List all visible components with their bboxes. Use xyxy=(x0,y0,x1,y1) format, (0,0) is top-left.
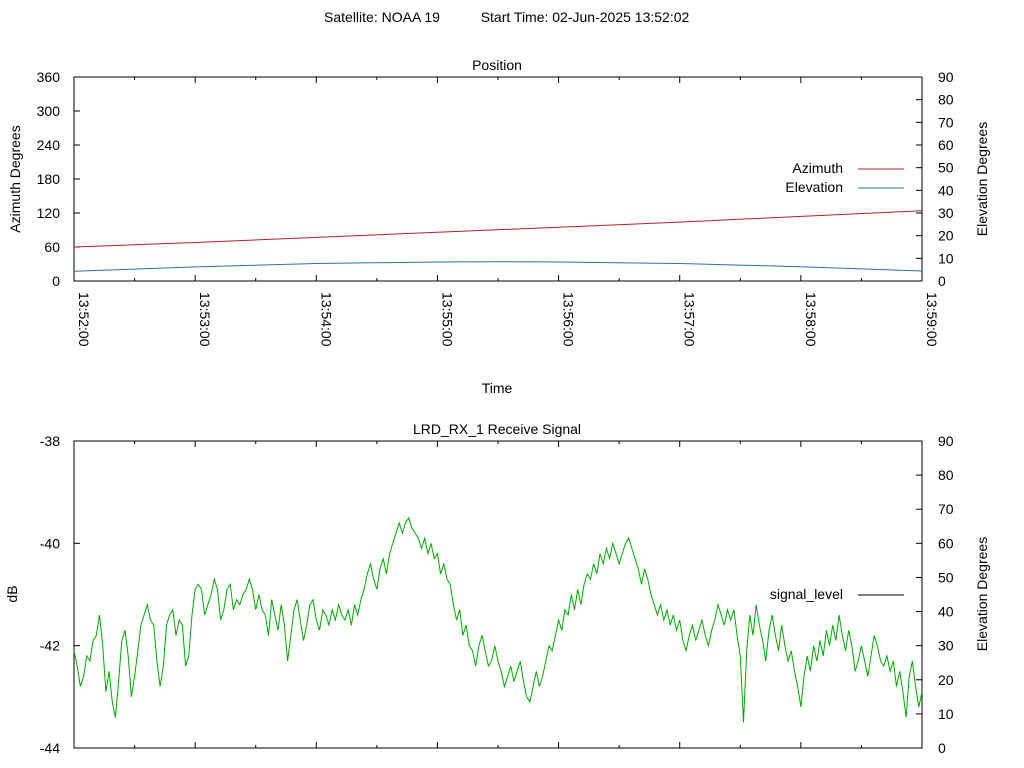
position-y2-axis: 0 10 20 30 40 50 60 70 80 90 xyxy=(916,69,954,289)
position-x-tick-label: 13:52:00 xyxy=(76,292,92,347)
position-x-tick-label: 13:58:00 xyxy=(803,292,819,347)
signal-y2-axis: 0 10 20 30 40 50 60 70 80 90 xyxy=(916,433,954,756)
signal-y2-tick-label: 0 xyxy=(938,740,946,756)
position-y2-tick-label: 90 xyxy=(938,69,954,85)
signal-chart-title: LRD_RX_1 Receive Signal xyxy=(413,421,581,437)
position-series-line-0 xyxy=(73,210,923,248)
signal-level-line xyxy=(73,516,923,723)
position-y2-tick-label: 50 xyxy=(938,160,954,176)
signal-y2-tick-label: 50 xyxy=(938,569,954,585)
signal-y2-tick-label: 30 xyxy=(938,638,954,654)
signal-y2-tick-label: 60 xyxy=(938,535,954,551)
signal-series xyxy=(73,516,923,723)
position-y2-tick-label: 60 xyxy=(938,137,954,153)
position-y2-tick-label: 40 xyxy=(938,182,954,198)
signal-legend: signal_level xyxy=(770,586,904,602)
position-y-tick-label: 120 xyxy=(37,205,61,221)
position-y-axis-label: Azimuth Degrees xyxy=(7,125,23,232)
start-time-label: Start Time: 02-Jun-2025 13:52:02 xyxy=(481,9,690,25)
position-x-tick-label: 13:53:00 xyxy=(197,292,213,347)
position-y-tick-label: 300 xyxy=(37,103,61,119)
signal-y-axis-label: dB xyxy=(4,585,20,602)
signal-y2-tick-label: 90 xyxy=(938,433,954,449)
signal-chart: LRD_RX_1 Receive Signal -44 -42 -40 -38 0 10… xyxy=(4,421,990,756)
signal-y-tick-label: -38 xyxy=(40,433,60,449)
position-y2-tick-label: 30 xyxy=(938,205,954,221)
position-series xyxy=(73,210,923,272)
position-series-line-1 xyxy=(73,261,923,272)
position-legend-label-0: Azimuth xyxy=(792,160,843,176)
signal-y2-tick-label: 70 xyxy=(938,501,954,517)
position-y-tick-label: 0 xyxy=(52,273,60,289)
position-y-tick-label: 60 xyxy=(44,239,60,255)
signal-y-tick-label: -44 xyxy=(40,740,60,756)
position-y2-tick-label: 10 xyxy=(938,250,954,266)
signal-legend-label: signal_level xyxy=(770,586,843,602)
signal-y2-tick-label: 20 xyxy=(938,672,954,688)
position-y2-tick-label: 70 xyxy=(938,114,954,130)
signal-y-axis: -44 -42 -40 -38 xyxy=(40,433,80,756)
position-x-tick-label: 13:54:00 xyxy=(318,292,334,347)
position-y2-tick-label: 0 xyxy=(938,273,946,289)
satellite-label: Satellite: NOAA 19 xyxy=(324,9,440,25)
position-y-tick-label: 360 xyxy=(37,69,61,85)
signal-y2-tick-label: 10 xyxy=(938,706,954,722)
position-y-tick-label: 180 xyxy=(37,171,61,187)
position-legend: Azimuth Elevation xyxy=(785,160,904,195)
position-chart: Position 0 60 120 180 240 300 360 0 10 20 30 40 50 6… xyxy=(7,57,990,396)
position-x-axis-label: Time xyxy=(482,380,513,396)
position-x-tick-label: 13:55:00 xyxy=(439,292,455,347)
position-y2-tick-label: 80 xyxy=(938,92,954,108)
signal-y2-tick-label: 40 xyxy=(938,604,954,620)
signal-y2-tick-label: 80 xyxy=(938,467,954,483)
position-chart-title: Position xyxy=(472,57,522,73)
signal-y-tick-label: -40 xyxy=(40,535,60,551)
position-y2-tick-label: 20 xyxy=(938,228,954,244)
position-x-tick-label: 13:59:00 xyxy=(924,292,940,347)
signal-x-axis xyxy=(73,441,923,748)
signal-y-tick-label: -42 xyxy=(40,638,60,654)
signal-y2-axis-label: Elevation Degrees xyxy=(974,537,990,651)
position-x-tick-label: 13:56:00 xyxy=(561,292,577,347)
position-x-tick-label: 13:57:00 xyxy=(682,292,698,347)
position-x-axis: 13:52:00 13:53:00 13:54:00 13:55:00 13:56:00… xyxy=(73,77,940,347)
position-y-axis: 0 60 120 180 240 300 360 xyxy=(37,69,80,289)
position-y-tick-label: 240 xyxy=(37,137,61,153)
position-legend-label-1: Elevation xyxy=(785,179,843,195)
position-y2-axis-label: Elevation Degrees xyxy=(974,122,990,236)
